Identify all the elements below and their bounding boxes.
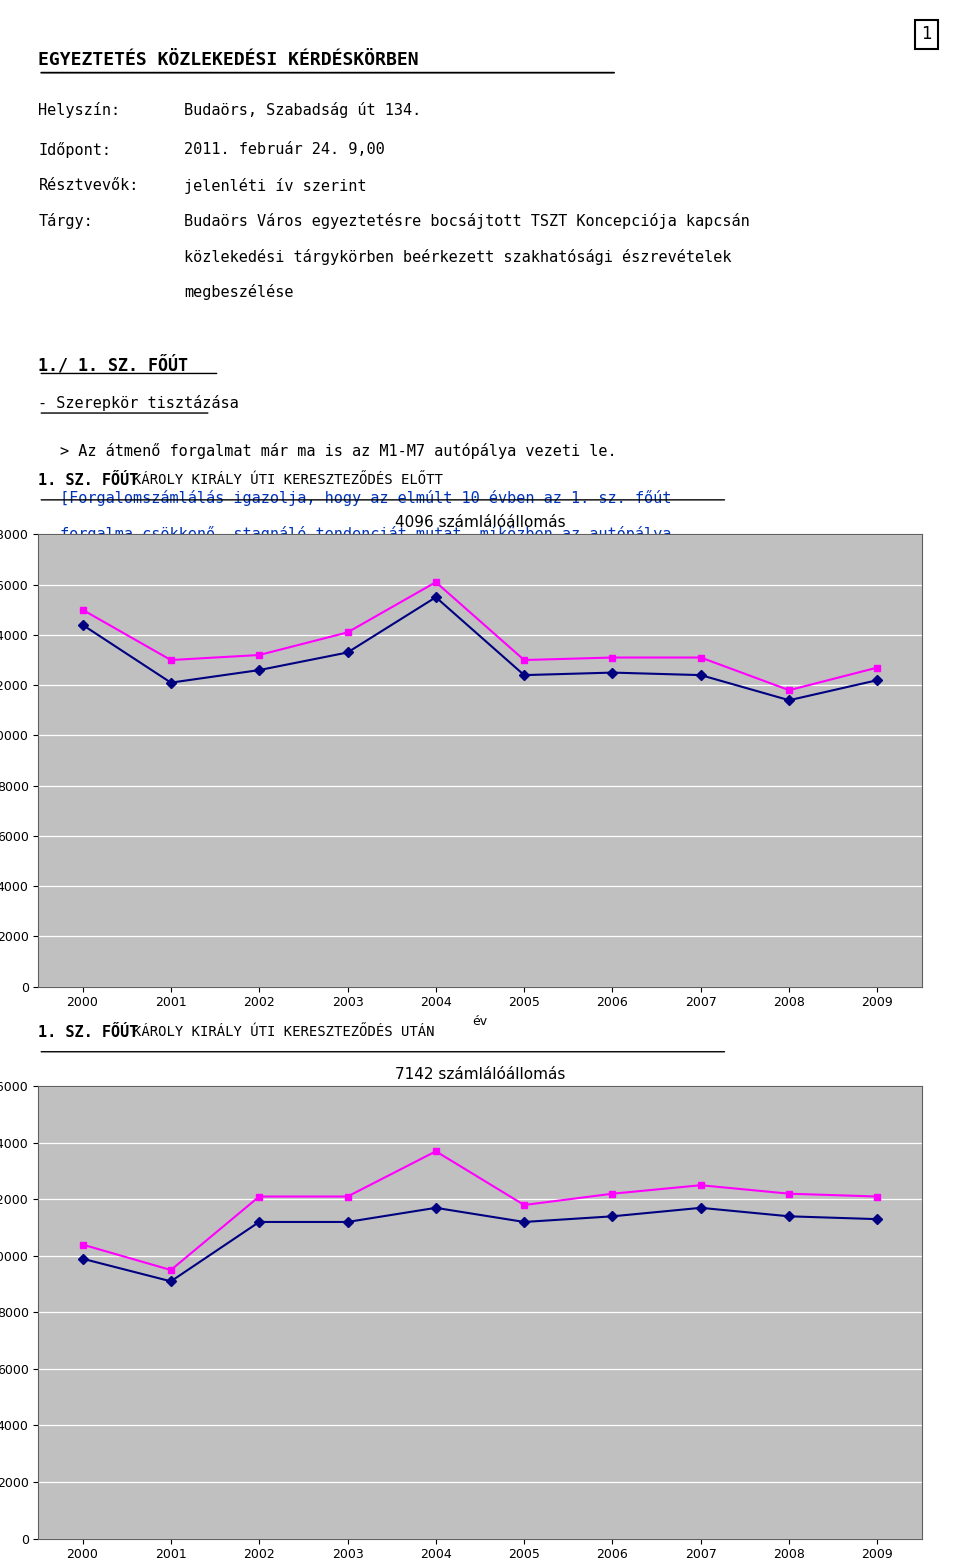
Text: 1./ 1. SZ. FŐÚT: 1./ 1. SZ. FŐÚT (38, 356, 188, 375)
Text: EGYEZTETÉS KÖZLEKEDÉSI KÉRDÉSKÖRBEN: EGYEZTETÉS KÖZLEKEDÉSI KÉRDÉSKÖRBEN (38, 52, 419, 69)
X-axis label: év: év (472, 1015, 488, 1028)
Text: forgalma csökkenő, stagnáló tendenciát mutat, miközben az autópálya: forgalma csökkenő, stagnáló tendenciát m… (60, 526, 672, 542)
Text: jelenléti ív szerint: jelenléti ív szerint (184, 178, 367, 194)
Text: kivezető szakaszán folyamatosan növekszik a forgalom. – Lásd mellékelt: kivezető szakaszán folyamatosan növekszi… (60, 561, 699, 578)
Text: > Az átmenő forgalmat már ma is az M1-M7 autópálya vezeti le.: > Az átmenő forgalmat már ma is az M1-M7… (60, 442, 617, 459)
Text: Budaörs Város egyeztetésre bocsájtott TSZT Koncepciója kapcsán: Budaörs Város egyeztetésre bocsájtott TS… (184, 212, 750, 230)
Text: 1. SZ. FŐÚT: 1. SZ. FŐÚT (38, 473, 148, 487)
Text: megbeszélése: megbeszélése (184, 284, 294, 300)
Text: Tárgy:: Tárgy: (38, 212, 93, 230)
Text: Helyszín:: Helyszín: (38, 103, 121, 119)
Text: közlekedési tárgykörben beérkezett szakhatósági észrevételek: közlekedési tárgykörben beérkezett szakh… (184, 248, 732, 266)
Text: [Forgalomszámlálás igazolja, hogy az elmúlt 10 évben az 1. sz. főút: [Forgalomszámlálás igazolja, hogy az elm… (60, 490, 672, 506)
Title: 7142 számlálóállomás: 7142 számlálóállomás (395, 1067, 565, 1082)
Text: KÁROLY KIRÁLY ÚTI KERESZTEZŐDÉS ELŐTT: KÁROLY KIRÁLY ÚTI KERESZTEZŐDÉS ELŐTT (132, 473, 443, 487)
Text: 2011. február 24. 9,00: 2011. február 24. 9,00 (184, 142, 385, 156)
Text: Időpont:: Időpont: (38, 142, 111, 158)
Title: 4096 számlálóállomás: 4096 számlálóállomás (395, 515, 565, 531)
Text: KÁROLY KIRÁLY ÚTI KERESZTEZŐDÉS UTÁN: KÁROLY KIRÁLY ÚTI KERESZTEZŐDÉS UTÁN (132, 1025, 435, 1039)
Text: - Szerepkör tisztázása: - Szerepkör tisztázása (38, 395, 239, 411)
Text: Résztvevők:: Résztvevők: (38, 178, 139, 192)
Text: 1. SZ. FŐÚT: 1. SZ. FŐÚT (38, 1025, 148, 1040)
Text: Budaörs, Szabadság út 134.: Budaörs, Szabadság út 134. (184, 103, 421, 119)
Text: 1: 1 (921, 25, 932, 44)
Text: grafikonok!]: grafikonok!] (60, 597, 170, 612)
